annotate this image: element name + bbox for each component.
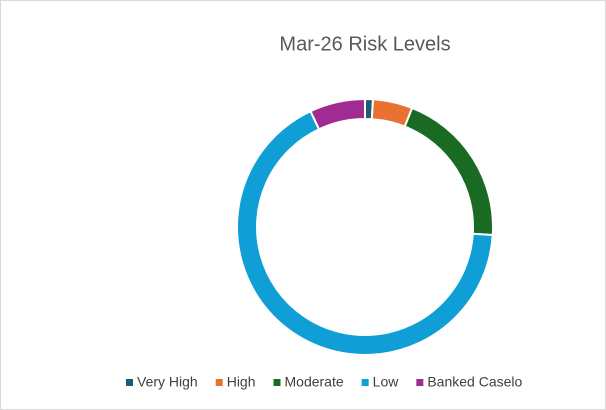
legend-label: High [227,374,256,390]
legend-marker [215,379,223,386]
chart-title: Mar-26 Risk Levels [279,33,450,55]
donut-segment [309,97,366,131]
legend-marker [126,379,133,386]
legend-marker [273,379,281,386]
legend-label: Very High [137,374,198,390]
donut-segment [236,109,494,356]
legend-label: Moderate [285,374,344,390]
legend-label: Banked Caselo [427,374,522,390]
legend-marker [416,379,424,386]
legend-label: Low [373,374,400,390]
legend-marker [361,379,369,386]
